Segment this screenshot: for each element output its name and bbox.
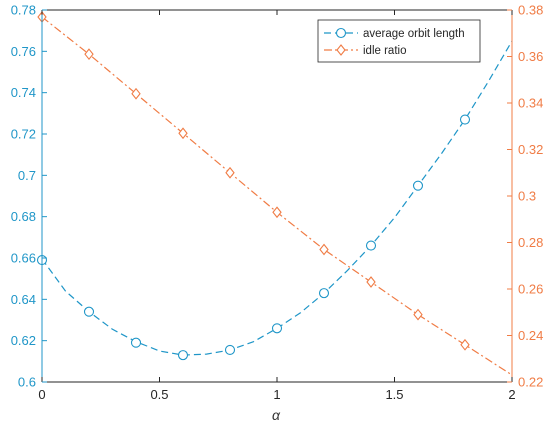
x-tick-label: 0 [38, 387, 45, 402]
data-point [318, 288, 330, 299]
data-point [460, 338, 470, 351]
legend-box [317, 19, 481, 63]
left-y-tick-label: 0.76 [11, 44, 36, 59]
data-point [319, 243, 329, 256]
x-axis-label: α [272, 407, 281, 423]
data-point [83, 306, 95, 317]
right-y-tick-label: 0.36 [518, 49, 543, 64]
x-tick-label: 1 [273, 387, 280, 402]
data-point [131, 87, 141, 100]
data-point [365, 240, 377, 251]
right-y-tick-label: 0.24 [518, 328, 543, 343]
data-point [272, 206, 282, 219]
left-y-tick-label: 0.78 [11, 3, 36, 18]
data-point [130, 337, 142, 348]
data-point [224, 344, 236, 356]
data-point [225, 166, 235, 179]
x-tick-label: 2 [508, 387, 515, 402]
legend-marker-diamond [336, 44, 346, 56]
left-y-tick-label: 0.72 [11, 127, 36, 142]
data-point [178, 127, 188, 140]
right-y-tick-label: 0.22 [518, 375, 543, 390]
data-point [271, 323, 283, 334]
left-y-tick-label: 0.7 [18, 168, 36, 183]
data-point [412, 180, 424, 191]
right-y-tick-label: 0.26 [518, 282, 543, 297]
legend: average orbit length idle ratio [317, 19, 481, 63]
right-y-tick-label: 0.32 [518, 142, 543, 157]
plot-area [42, 10, 512, 382]
data-point [459, 114, 471, 125]
data-point [177, 350, 189, 361]
left-y-tick-label: 0.74 [11, 85, 36, 100]
left-y-tick-label: 0.68 [11, 209, 36, 224]
right-y-tick-label: 0.38 [518, 3, 543, 18]
axes-layer: 0 0.5 1 1.5 2 0.6 0.62 0.64 0.66 0.68 0.7 0.72 0.74 0… [11, 3, 544, 403]
x-tick-label: 1.5 [385, 387, 403, 402]
left-y-tick-label: 0.66 [11, 251, 36, 266]
right-y-tick-label: 0.28 [518, 235, 543, 250]
data-point [413, 308, 423, 321]
left-y-tick-label: 0.6 [18, 375, 36, 390]
legend-label-2: idle ratio [363, 45, 406, 57]
data-point [366, 276, 376, 288]
plot-background [42, 10, 512, 382]
left-y-tick-label: 0.62 [11, 333, 36, 348]
legend-label-1: average orbit length [363, 28, 465, 40]
x-tick-label: 0.5 [150, 387, 168, 402]
right-y-tick-label: 0.3 [518, 189, 536, 204]
data-point [84, 48, 94, 61]
legend-marker-circle [335, 27, 347, 39]
right-y-tick-label: 0.34 [518, 96, 543, 111]
left-y-tick-label: 0.64 [11, 292, 36, 307]
series-layer [36, 11, 513, 376]
